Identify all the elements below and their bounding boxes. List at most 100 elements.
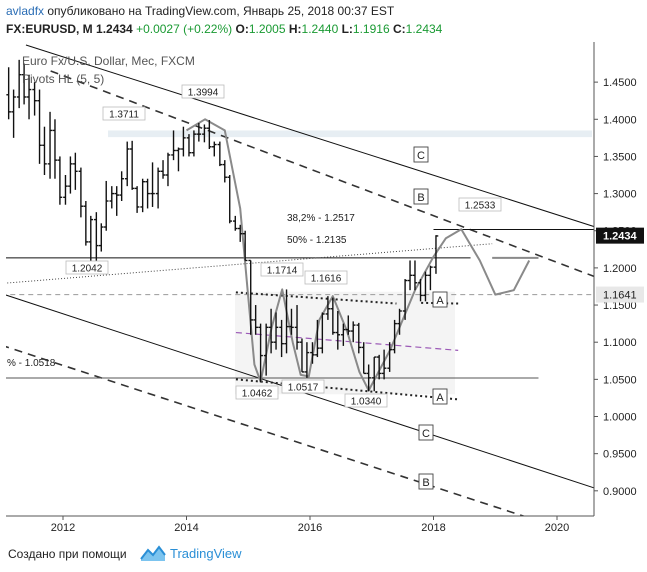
tradingview-logo-icon[interactable]	[140, 543, 166, 563]
pivot-label-2015-low2: 1.0517	[281, 379, 325, 394]
channel-line-c-lower	[6, 294, 594, 489]
label-text: 1.1616	[311, 274, 342, 285]
ohlc-bar	[423, 271, 428, 302]
pivot-label-2015-high: 1.1714	[260, 262, 304, 277]
y-tick-label: 1.3000	[603, 189, 637, 201]
label-text: 1.1714	[267, 266, 298, 277]
y-tick-label: 1.1000	[603, 337, 637, 349]
ohlc-bar	[134, 186, 140, 213]
ohlc-bar	[47, 111, 53, 179]
channel-label-c: C	[413, 146, 429, 163]
price-tag-text: 1.2434	[603, 231, 638, 243]
label-text: 1.0462	[242, 389, 273, 400]
ohlc-bar	[160, 160, 166, 179]
label-text: 1.0340	[351, 397, 382, 408]
ohlc-bar	[155, 167, 161, 209]
label-text: 1.2042	[72, 264, 103, 275]
channel-label-box	[432, 291, 448, 308]
label-box	[235, 385, 279, 400]
wedge-upper-line	[235, 291, 397, 305]
x-tick-label: 2016	[298, 522, 322, 534]
ohlc-bar	[242, 230, 248, 262]
ohlc-bar	[145, 178, 150, 209]
y-tick-label: 1.1500	[603, 300, 637, 312]
x-tick-label: 2018	[421, 522, 445, 534]
channel-label-text: C	[417, 150, 425, 162]
x-tick-label: 2020	[545, 522, 569, 534]
wedge-lower-line	[235, 378, 459, 401]
ohlc-bar	[315, 319, 320, 358]
ohlc-bar	[140, 178, 145, 213]
fib-line-50	[6, 243, 493, 284]
ohlc-bar	[258, 323, 263, 383]
ohlc-bar	[330, 297, 336, 335]
ohlc-bar	[237, 224, 243, 242]
ohlc-bar	[418, 279, 423, 302]
pivot-label-low-2012: 1.2042	[65, 260, 109, 275]
channel-label-box	[418, 424, 434, 441]
channel-label-text: B	[417, 192, 424, 204]
ohlc-bar	[88, 215, 94, 265]
label-box	[281, 379, 325, 394]
ohlc-bar	[150, 162, 155, 207]
label-box	[65, 260, 109, 275]
price-tag-text: 1.1641	[603, 290, 637, 302]
ohlc-bar	[407, 260, 413, 291]
ohlc-bar	[268, 308, 274, 354]
ohlc-bar	[397, 308, 402, 335]
ohlc-bar	[387, 342, 392, 372]
ohlc-bar	[345, 315, 351, 335]
median-line	[235, 331, 459, 351]
ohlc-bar	[37, 89, 42, 164]
ohlc-bar	[248, 259, 254, 335]
ohlc-bar	[11, 89, 16, 138]
ohlc-bar	[222, 160, 228, 183]
ohlc-bar	[279, 319, 284, 358]
label-text: 1.0517	[288, 383, 319, 394]
price-chart[interactable]: 1.3994 1.3711 1.2042 1.1714 1.1616 1.0462 1.05…	[0, 42, 647, 540]
ohlc-bar	[42, 126, 47, 176]
close-label: C:	[392, 22, 406, 36]
y-tick-label: 1.0500	[603, 374, 637, 386]
channel-label-text: A	[436, 392, 444, 404]
ohlc-bar	[78, 167, 84, 218]
ohlc-bar	[26, 74, 32, 120]
high-value: 1.2440	[301, 22, 339, 36]
ohlc-bar	[253, 305, 258, 335]
ohlc-bar	[207, 120, 212, 150]
label-text: 1.3711	[109, 110, 139, 121]
ohlc-bar	[325, 296, 331, 320]
pivot-label-2015-low: 1.0462	[235, 385, 279, 400]
ohlc-bar	[211, 141, 217, 157]
fib-label-level: % - 1.0518	[7, 358, 56, 369]
published-text: опубликовано на TradingView.com, Январь …	[47, 4, 395, 18]
y-tick-label: 1.0000	[603, 412, 637, 424]
wedge-upper-line-ext	[421, 301, 459, 305]
ohlc-bar	[186, 134, 192, 157]
channel-label-box	[413, 188, 429, 205]
ohlc-bar	[381, 349, 387, 380]
ohlc-bar	[284, 289, 289, 354]
ohlc-bar	[114, 186, 120, 216]
author-link[interactable]: avladfx	[6, 4, 45, 18]
price-tag: 1.1641	[596, 286, 644, 303]
x-tick-label: 2014	[174, 522, 198, 534]
ohlc-bar	[83, 201, 89, 246]
label-box	[181, 84, 225, 99]
price-change: +0.0027 (+0.22%)	[136, 22, 233, 36]
ohlc-bar	[109, 186, 115, 209]
high-label: H:	[288, 22, 302, 36]
ohlc-bar	[320, 312, 325, 354]
open-label: O:	[235, 22, 249, 36]
tradingview-link[interactable]: TradingView	[170, 546, 242, 561]
y-tick-label: 1.3500	[603, 151, 637, 163]
y-tick-label: 0.9000	[603, 486, 637, 498]
plot-area	[6, 42, 594, 516]
price-tag-bg	[596, 286, 644, 303]
ohlc-bar	[294, 305, 300, 350]
quote-line: FX:EURUSD, M 1.2434 +0.0027 (+0.22%) O:1…	[6, 22, 442, 36]
instrument-label: Euro Fx/U.S. Dollar, Мес, FXCM	[22, 54, 195, 68]
ohlc-bar	[176, 147, 181, 172]
pivot-label-2016-low: 1.0340	[344, 393, 388, 408]
drawings-layer	[6, 44, 594, 516]
